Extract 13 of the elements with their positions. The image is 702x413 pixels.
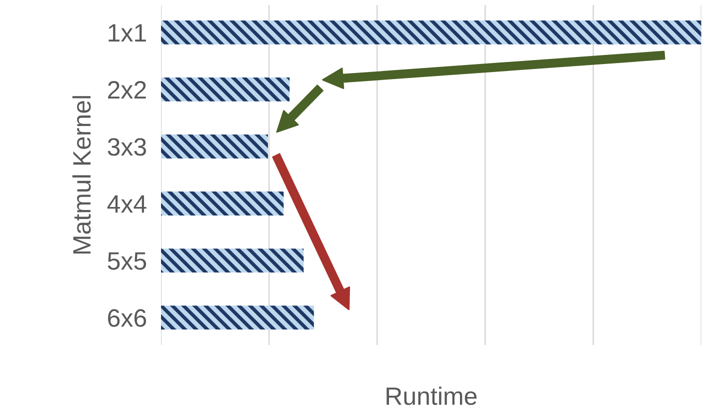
bar <box>161 306 314 330</box>
y-tick-label: 2x2 <box>108 81 146 99</box>
x-axis-title: Runtime <box>386 386 477 406</box>
y-axis-title: Matmul Kernel <box>72 96 91 254</box>
y-tick-label: 3x3 <box>108 138 146 156</box>
y-tick-label: 4x4 <box>107 195 146 213</box>
y-tick-label: 6x6 <box>108 309 146 327</box>
bar <box>161 20 702 44</box>
y-tick-label: 1x1 <box>108 24 146 42</box>
bar <box>161 192 284 216</box>
bar <box>161 248 304 273</box>
bar <box>161 134 268 158</box>
y-tick-label: 5x5 <box>108 252 146 270</box>
